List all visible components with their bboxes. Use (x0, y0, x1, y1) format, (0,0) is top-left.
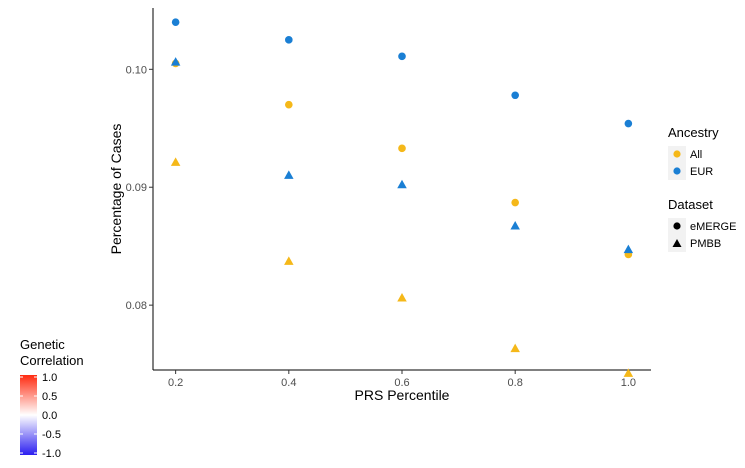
legend-label-eur: EUR (690, 166, 713, 178)
y-tick-label: 0.08 (126, 300, 147, 312)
y-tick-label: 0.10 (126, 64, 147, 76)
point-eur-emerge (511, 91, 519, 100)
ancestry-legend: Ancestry All EUR (668, 125, 719, 180)
x-tick-label: 1.0 (621, 377, 636, 389)
x-axis-title: PRS Percentile (355, 387, 450, 403)
point-eur-pmbb (510, 221, 520, 230)
legend-dot-eur (673, 167, 681, 175)
genetic-correlation-title-line1: Genetic (20, 337, 65, 352)
gc-tick-label: 1.0 (42, 372, 57, 384)
y-axis-title: Percentage of Cases (108, 124, 124, 255)
point-all-pmbb (170, 157, 181, 166)
point-all-emerge (511, 198, 519, 207)
legend-label-all: All (690, 149, 702, 161)
y-axis-ticks: 0.08 0.09 0.10 (126, 64, 153, 312)
x-tick-label: 0.2 (168, 377, 183, 389)
legend-label-emerge: eMERGE (690, 221, 736, 233)
gc-tick-label: -1.0 (42, 448, 61, 460)
legend-dot-all (673, 150, 681, 158)
point-eur-emerge (398, 52, 406, 61)
point-all-emerge (398, 144, 406, 153)
x-tick-label: 0.4 (281, 377, 296, 389)
point-eur-emerge (285, 36, 293, 44)
legend-circle-emerge (673, 222, 681, 230)
genetic-correlation-title-line2: Correlation (20, 353, 84, 368)
dataset-legend-title: Dataset (668, 197, 713, 212)
legend-label-pmbb: PMBB (690, 238, 721, 250)
point-eur-emerge (171, 18, 180, 26)
data-points (170, 18, 634, 377)
genetic-correlation-ticks: 1.0 0.5 0.0 -0.5 -1.0 (20, 372, 61, 460)
point-all-emerge (285, 100, 293, 109)
point-all-pmbb (623, 368, 634, 377)
point-all-pmbb (510, 343, 520, 353)
gc-tick-label: 0.0 (42, 410, 57, 422)
point-eur-pmbb (397, 179, 407, 189)
gc-tick-label: 0.5 (42, 391, 57, 403)
point-all-pmbb (397, 292, 407, 302)
point-eur-pmbb (284, 170, 294, 179)
point-all-pmbb (284, 256, 294, 265)
genetic-correlation-colorbar (20, 375, 37, 455)
point-eur-pmbb (170, 57, 181, 66)
x-tick-label: 0.6 (394, 377, 409, 389)
legend-triangle-pmbb (672, 239, 682, 247)
ancestry-legend-title: Ancestry (668, 125, 719, 140)
gc-tick-label: -0.5 (42, 429, 61, 441)
point-eur-emerge (624, 119, 633, 128)
x-tick-label: 0.8 (508, 377, 523, 389)
point-eur-pmbb (623, 244, 634, 254)
genetic-correlation-legend: Genetic Correlation 1.0 0.5 0.0 -0.5 -1.0 (20, 337, 84, 460)
dataset-legend: Dataset eMERGE PMBB (668, 197, 736, 252)
y-tick-label: 0.09 (126, 182, 147, 194)
x-axis-ticks: 0.2 0.4 0.6 0.8 1.0 (168, 370, 636, 389)
